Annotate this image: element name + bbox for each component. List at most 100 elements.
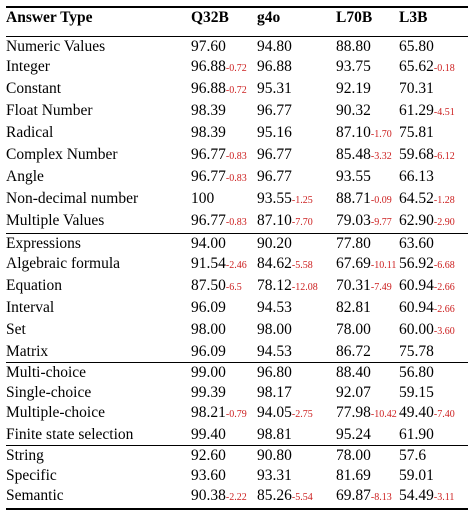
score-delta: -0.72	[225, 85, 247, 96]
row-label: Semantic	[6, 487, 64, 504]
score-value: 81.69	[336, 467, 371, 484]
row-label: Non-decimal number	[6, 190, 139, 207]
header-row: Answer Type Q32B g4o L70B L3B	[6, 7, 468, 37]
score-value: 96.88	[191, 80, 226, 97]
score-delta: -0.72	[225, 63, 247, 74]
table-row: Constant 96.88-0.72 95.31 92.19 70.31	[6, 79, 468, 101]
table-row: Single-choice 99.39 98.17 92.07 59.15	[6, 383, 468, 403]
score-value: 95.24	[336, 426, 371, 443]
score-cell: 99.00	[191, 363, 257, 384]
group-row: String 92.60 90.80 78.00 57.6	[6, 446, 468, 467]
score-delta: -2.66	[433, 304, 455, 315]
score-value: 88.80	[336, 38, 371, 55]
score-cell: 56.80	[399, 363, 468, 384]
score-value: 95.16	[257, 124, 292, 141]
score-value: 75.78	[399, 343, 434, 360]
score-value: 79.03	[336, 212, 371, 229]
score-value: 91.54	[191, 255, 226, 272]
score-value: 87.10	[336, 124, 371, 141]
row-label: Integer	[6, 58, 50, 75]
score-value: 82.81	[336, 299, 371, 316]
score-value: 96.77	[257, 168, 292, 185]
score-cell: 61.90	[399, 425, 468, 446]
row-label: Set	[6, 321, 26, 338]
score-cell: 99.40	[191, 425, 257, 446]
score-cell: 94.80	[257, 37, 336, 58]
score-cell: 93.31	[257, 466, 336, 486]
results-table: Answer Type Q32B g4o L70B L3B Numeric Va…	[6, 6, 468, 510]
score-value: 70.31	[399, 80, 434, 97]
score-cell: 79.03-9.77	[336, 211, 399, 234]
score-value: 78.00	[336, 321, 371, 338]
table-row: Multiple Values 96.77-0.83 87.10-7.70 79.03…	[6, 211, 468, 234]
score-cell: 87.10-1.70	[336, 123, 399, 145]
table-row: Non-decimal number 100 93.55-1.25 88.71-0.0…	[6, 189, 468, 211]
score-value: 99.00	[191, 364, 226, 381]
score-cell: 100	[191, 189, 257, 211]
score-value: 96.77	[191, 212, 226, 229]
score-delta: -7.40	[433, 409, 455, 420]
group-row: Expressions 94.00 90.20 77.80 63.60	[6, 234, 468, 255]
score-cell: 78.00	[336, 446, 399, 467]
row-label: Radical	[6, 124, 54, 141]
score-value: 99.39	[191, 384, 226, 401]
score-value: 97.60	[191, 38, 226, 55]
table-row: Angle 96.77-0.83 96.77 93.55 66.13	[6, 167, 468, 189]
score-value: 65.62	[399, 58, 434, 75]
table-row: Float Number 98.39 96.77 90.32 61.29-4.51	[6, 101, 468, 123]
score-cell: 86.72	[336, 342, 399, 363]
score-value: 93.55	[257, 190, 292, 207]
score-cell: 88.80	[336, 37, 399, 58]
score-cell: 54.49-3.11	[399, 486, 468, 509]
score-delta: -6.5	[225, 282, 242, 293]
score-cell: 56.92-6.68	[399, 254, 468, 276]
header-l3b: L3B	[399, 9, 428, 26]
score-delta: -2.90	[433, 217, 455, 228]
score-cell: 82.81	[336, 298, 399, 320]
table-row: Set 98.00 98.00 78.00 60.00-3.60	[6, 320, 468, 342]
group-label: Expressions	[6, 235, 81, 252]
row-label: Finite state selection	[6, 426, 134, 443]
score-cell: 90.38-2.22	[191, 486, 257, 509]
score-value: 90.20	[257, 235, 292, 252]
group-section: Multi-choice 99.00 96.80 88.40 56.80 Single-c…	[6, 363, 468, 446]
score-value: 88.71	[336, 190, 371, 207]
score-cell: 97.60	[191, 37, 257, 58]
score-value: 96.77	[191, 146, 226, 163]
score-delta: -7.49	[370, 282, 392, 293]
score-value: 60.94	[399, 277, 434, 294]
table-row: Equation 87.50-6.5 78.12-12.08 70.31-7.49 60…	[6, 276, 468, 298]
table-row: Radical 98.39 95.16 87.10-1.70 75.81	[6, 123, 468, 145]
score-cell: 96.09	[191, 298, 257, 320]
group-label: Numeric Values	[6, 38, 106, 55]
score-cell: 59.15	[399, 383, 468, 403]
group-row: Numeric Values 97.60 94.80 88.80 65.80	[6, 37, 468, 58]
score-delta: -5.58	[291, 260, 313, 271]
score-value: 96.88	[191, 58, 226, 75]
group-row: Multi-choice 99.00 96.80 88.40 56.80	[6, 363, 468, 384]
table-row: Algebraic formula 91.54-2.46 84.62-5.58 67.…	[6, 254, 468, 276]
score-cell: 59.01	[399, 466, 468, 486]
score-cell: 94.05-2.75	[257, 403, 336, 425]
header-q32b: Q32B	[191, 9, 229, 26]
score-cell: 66.13	[399, 167, 468, 189]
score-value: 96.09	[191, 299, 226, 316]
score-cell: 90.32	[336, 101, 399, 123]
score-cell: 98.39	[191, 123, 257, 145]
score-cell: 98.00	[191, 320, 257, 342]
score-value: 96.77	[191, 168, 226, 185]
score-cell: 94.53	[257, 298, 336, 320]
score-value: 100	[191, 190, 215, 207]
score-cell: 95.24	[336, 425, 399, 446]
row-label: Single-choice	[6, 384, 92, 401]
score-value: 64.52	[399, 190, 434, 207]
score-delta: -7.70	[291, 217, 313, 228]
score-delta: -3.60	[433, 326, 455, 337]
score-value: 98.39	[191, 102, 226, 119]
score-value: 94.53	[257, 343, 292, 360]
group-section: String 92.60 90.80 78.00 57.6 Specific 93.60 93…	[6, 446, 468, 509]
score-cell: 59.68-6.12	[399, 145, 468, 167]
header-l70b: L70B	[336, 9, 373, 26]
score-cell: 94.53	[257, 342, 336, 363]
score-value: 59.68	[399, 146, 434, 163]
